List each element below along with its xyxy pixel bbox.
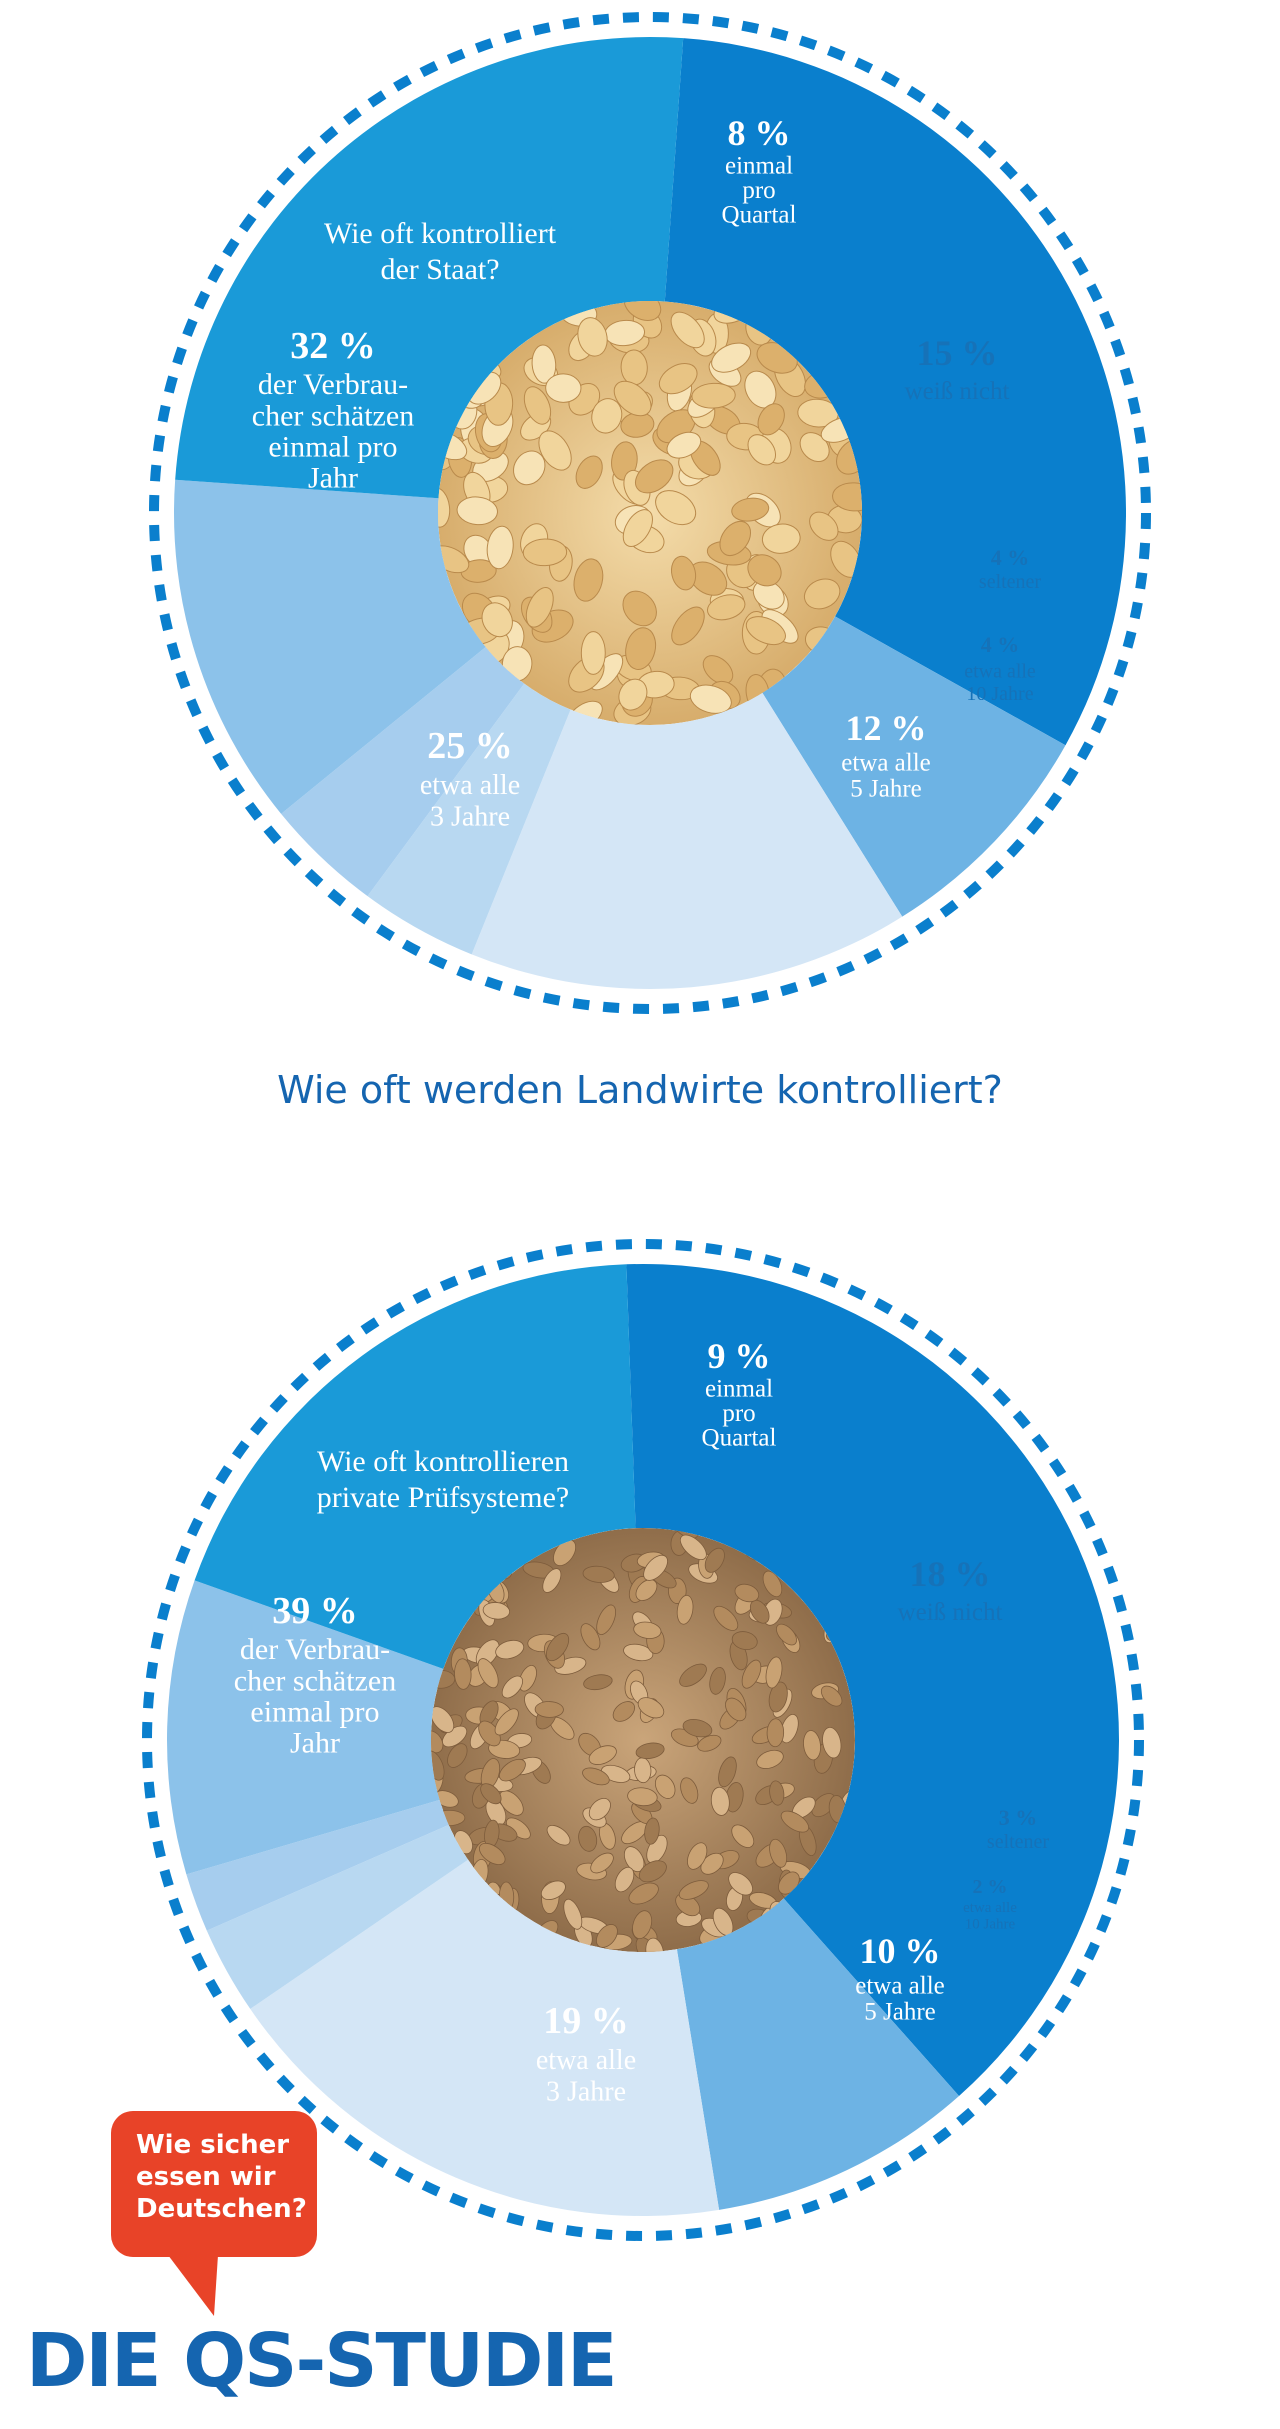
dashed-ring [149, 12, 1151, 1014]
slice-percent: 3 % [999, 1805, 1038, 1830]
slice-percent: 25 % [427, 725, 513, 767]
slice-description: etwa alle [841, 749, 931, 776]
brand-title: DIE QS-STUDIE [26, 2318, 618, 2404]
beans-photo [438, 301, 862, 725]
slice-description: etwa alle [855, 1972, 945, 1999]
slice-description: seltener [987, 1831, 1050, 1853]
slice-percent: 2 % [973, 1876, 1008, 1898]
slice-description: Jahr [308, 462, 358, 495]
pie-chart-private: Wie oft kontrollieren private Prüfsysteme… [142, 1239, 1144, 2241]
slice-description: cher schätzen [252, 399, 414, 432]
slice-description: seltener [979, 571, 1042, 593]
pie-slice-5 [167, 1580, 444, 1875]
slice-description: pro [742, 177, 775, 204]
pie-slice-4 [281, 646, 525, 897]
slice-description: cher schätzen [234, 1664, 396, 1697]
slice-percent: 12 % [846, 708, 927, 748]
slice-description: Quartal [702, 1425, 777, 1452]
slice-description: 5 Jahre [850, 776, 922, 803]
slice-label-2: 18 % weiß nicht [898, 1554, 1003, 1626]
slice-percent: 10 % [860, 1931, 941, 1971]
slice-percent: 4 % [981, 632, 1020, 657]
pie-slice-2 [250, 1859, 720, 2217]
slice-description: der Verbrau- [240, 1633, 390, 1666]
slice-description: der Verbrau- [258, 368, 408, 401]
slice-label-1: 9 % einmal pro Quartal [702, 1336, 777, 1452]
slice-description: weiß nicht [898, 1599, 1003, 1626]
slice-description: einmal pro [268, 430, 397, 463]
slice-label-5: 10 % etwa alle 5 Jahre [855, 1931, 945, 2026]
slice-percent: 18 % [910, 1554, 991, 1594]
slice-description: 3 Jahre [546, 2076, 626, 2107]
slice-description: einmal pro [250, 1695, 379, 1728]
slice-description: Jahr [290, 1727, 340, 1760]
slice-label-3: 3 % seltener [987, 1805, 1050, 1853]
slice-description: etwa alle [964, 661, 1036, 683]
pie-slice-3 [206, 1824, 469, 2009]
pie-slice-2 [471, 692, 903, 990]
slice-description: etwa alle [420, 770, 520, 801]
slice-label-6: 25 % etwa alle 3 Jahre [420, 725, 520, 832]
pie-slice-6 [194, 1264, 636, 1669]
dashed-ring [142, 1239, 1144, 2241]
slice-label-3: 4 % seltener [979, 545, 1042, 593]
slice-label-4: 2 % etwa alle 10 Jahre [963, 1876, 1017, 1932]
main-title: Wie oft werden Landwirte kontrolliert? [277, 1068, 1003, 1112]
slice-label-1: 8 % einmal pro Quartal [722, 113, 797, 229]
slice-description: pro [722, 1400, 755, 1427]
slice-percent: 15 % [917, 333, 998, 373]
pie-slice-0 [664, 38, 1126, 746]
slice-percent: 32 % [290, 325, 376, 367]
chart-title: Wie oft kontrollieren private Prüfsysteme… [317, 1445, 569, 1514]
badge-line: essen wir [136, 2162, 276, 2192]
slice-label-5: 12 % etwa alle 5 Jahre [841, 708, 931, 803]
study-badge: Wie sicher essen wir Deutschen? [111, 2111, 317, 2257]
pie-slice-3 [367, 683, 571, 955]
slice-percent: 39 % [272, 1590, 358, 1632]
pie-chart-state: Wie oft kontrolliert der Staat? 32 % der Ve… [149, 12, 1151, 1014]
pie-slice-0 [626, 1264, 1120, 2096]
slice-label-0: 32 % der Verbrau-cher schätzen einmal pro J… [252, 325, 414, 495]
slice-description: 3 Jahre [430, 801, 510, 832]
slice-description: Quartal [722, 202, 797, 229]
pie-slice-4 [186, 1799, 449, 1931]
slice-percent: 4 % [991, 545, 1030, 570]
pie-slice-6 [175, 37, 684, 499]
slice-label-4: 4 % etwa alle 10 Jahre [964, 632, 1036, 705]
slice-label-6: 19 % etwa alle 3 Jahre [536, 2000, 636, 2107]
slice-description: einmal [705, 1376, 773, 1403]
slice-description: weiß nicht [905, 378, 1010, 405]
slice-description: 10 Jahre [965, 1916, 1016, 1932]
chart-title: Wie oft kontrolliert der Staat? [324, 217, 557, 286]
slice-description: 10 Jahre [966, 683, 1033, 705]
slice-percent: 8 % [728, 113, 791, 153]
slice-description: etwa alle [536, 2045, 636, 2076]
pie-slice-1 [762, 616, 1066, 917]
slice-label-2: 15 % weiß nicht [905, 333, 1010, 405]
slice-label-0: 39 % der Verbrau-cher schätzen einmal pro J… [234, 1590, 396, 1760]
slice-percent: 19 % [543, 2000, 629, 2042]
slice-description: etwa alle [963, 1900, 1017, 1916]
pie-slice-1 [676, 1898, 960, 2210]
badge-line: Deutschen? [136, 2194, 307, 2224]
pie-slice-5 [174, 479, 486, 814]
slice-description: 5 Jahre [864, 1999, 936, 2026]
badge-line: Wie sicher [136, 2130, 290, 2160]
slice-percent: 9 % [708, 1336, 771, 1376]
slice-description: einmal [725, 153, 793, 180]
